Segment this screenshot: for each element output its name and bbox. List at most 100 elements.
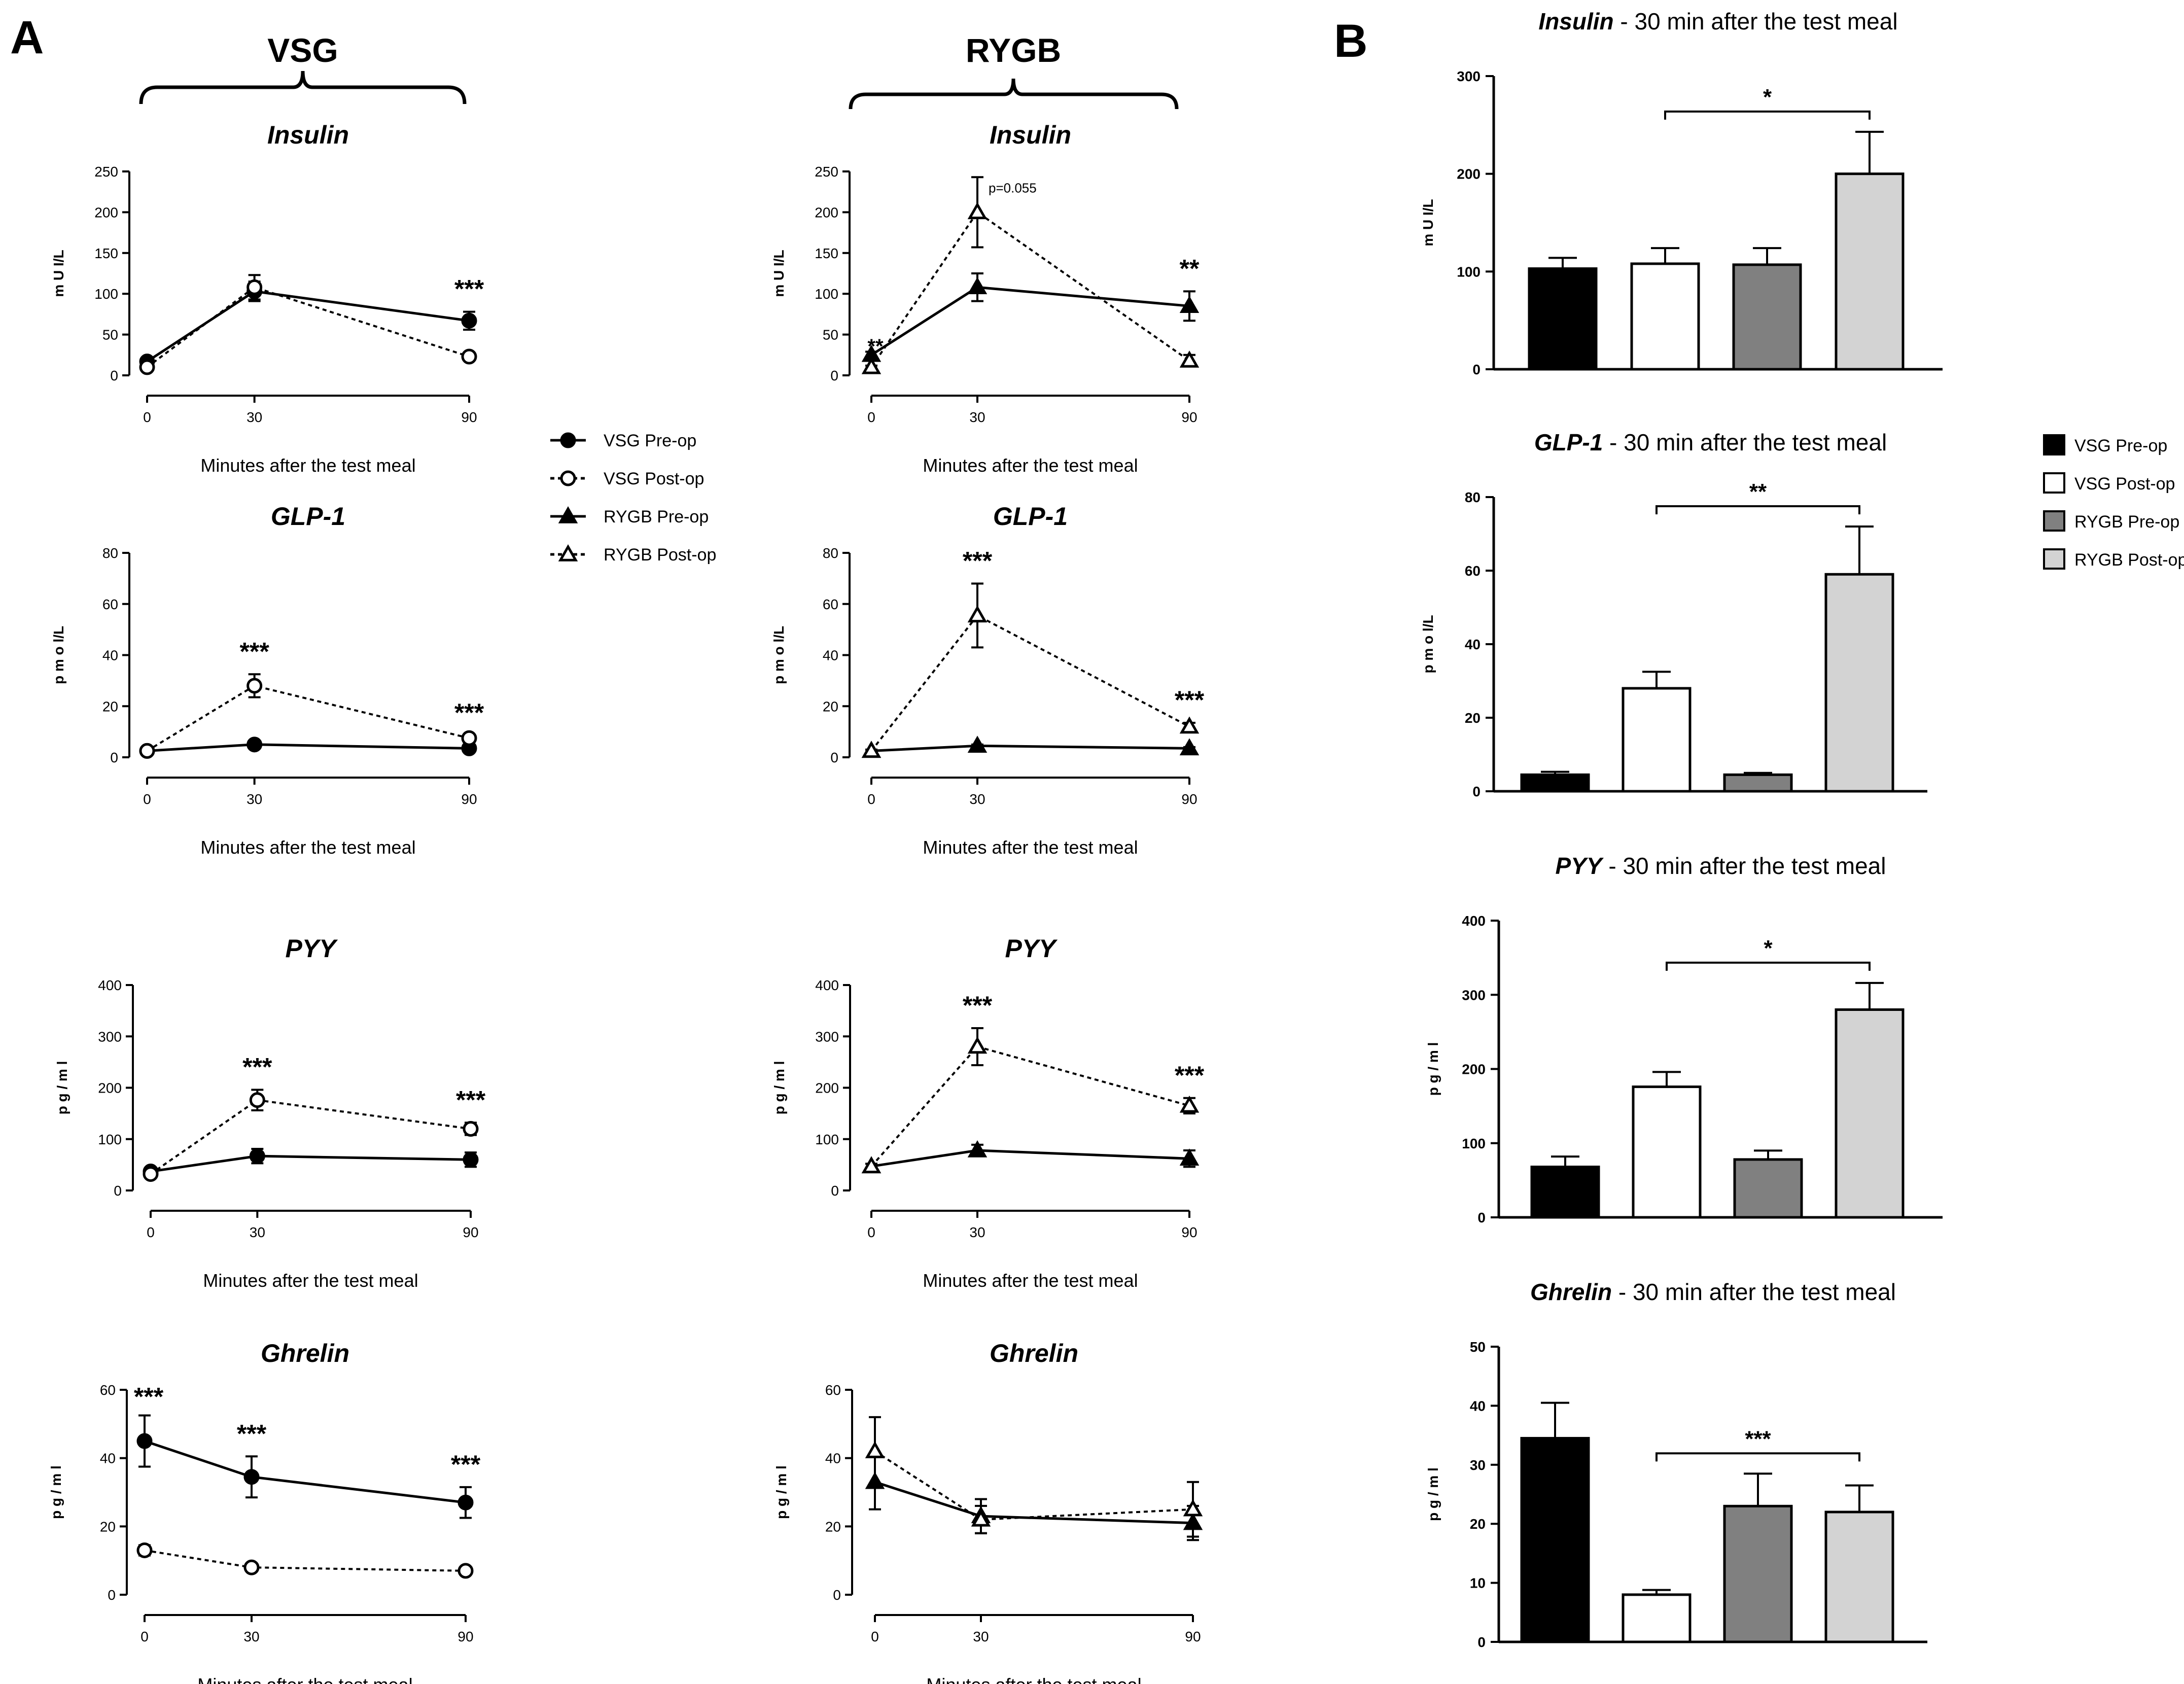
series-vsg-post-op: [143, 1089, 479, 1182]
significance-label: *: [1763, 85, 1772, 110]
series-rygb-pre-op: [861, 272, 1200, 362]
bar-rygb-pre-op: [1723, 1504, 1793, 1643]
chart-vsg-glp1: GLP-1 0 20 40 60 80 p m o l/L 0 30 90 Minutes afte…: [51, 502, 484, 858]
legend-label: VSG Pre-op: [2074, 436, 2167, 455]
x-tick-label: 0: [867, 791, 875, 807]
x-tick-label: 30: [243, 1629, 259, 1644]
legend-label: RYGB Post-op: [2074, 550, 2184, 570]
chart-vsg-insulin: Insulin 0 50 100 150 200 250 m U I/L 0 30 90 Minute…: [51, 121, 484, 476]
chart-title: Insulin: [990, 121, 1071, 149]
legend-marker: [558, 506, 578, 523]
series-vsg-pre-op: [136, 1414, 474, 1519]
y-tick-label: 40: [1465, 637, 1481, 652]
x-tick-label: 0: [867, 409, 875, 425]
legend-bar-charts: VSG Pre-op VSG Post-op RYGB Pre-op RYGB Pos…: [2043, 434, 2184, 570]
y-axis-label: p m o l/L: [51, 626, 66, 684]
x-tick-label: 0: [871, 1629, 879, 1644]
y-tick-label: 0: [110, 368, 118, 383]
y-axis-label: p m o l/L: [771, 626, 787, 684]
legend-item-rygb-post-op: RYGB Post-op: [2043, 548, 2184, 570]
data-point: [246, 736, 263, 753]
y-tick-label: 300: [1462, 987, 1486, 1003]
y-tick-label: 20: [1470, 1516, 1486, 1532]
y-tick-label: 400: [815, 977, 839, 993]
legend-swatch: [2043, 434, 2065, 455]
chart-vsg-ghrelin: Ghrelin 0 20 40 60 p g / m l 0 30 90 Minutes afte…: [48, 1339, 481, 1684]
x-tick-label: 90: [1181, 409, 1197, 425]
significance-label: ***: [242, 1053, 272, 1081]
series-line: [144, 1440, 466, 1504]
data-point: [861, 741, 882, 758]
significance-label: ***: [134, 1383, 164, 1411]
legend-marker: [560, 470, 576, 486]
y-tick-label: 40: [100, 1451, 116, 1466]
data-point: [1179, 1148, 1200, 1166]
y-tick-label: 20: [100, 1519, 116, 1534]
x-tick-label: 90: [457, 1629, 473, 1644]
series-rygb-post-op: [861, 1027, 1200, 1174]
y-tick-label: 40: [1470, 1398, 1486, 1414]
y-tick-label: 200: [1457, 166, 1481, 182]
data-point: [461, 312, 477, 329]
y-tick-label: 50: [1470, 1339, 1486, 1355]
data-point: [861, 1156, 882, 1174]
y-tick-label: 100: [1457, 264, 1481, 279]
series-line: [870, 614, 1190, 752]
x-axis-label: Minutes after the test meal: [200, 455, 415, 476]
data-point: [967, 1036, 988, 1054]
y-tick-label: 300: [1457, 68, 1481, 84]
series-vsg-post-op: [139, 274, 477, 375]
y-tick-label: 300: [815, 1029, 839, 1044]
bar-vsg-post-op: [1632, 1085, 1702, 1219]
y-tick-label: 0: [110, 750, 118, 765]
series-line: [150, 1154, 471, 1173]
y-tick-label: 20: [1465, 710, 1481, 726]
series-line: [874, 1450, 1193, 1521]
series-line: [146, 290, 470, 363]
significance-label: ***: [456, 1085, 486, 1114]
series-rygb-pre-op: [865, 1453, 1203, 1541]
y-tick-label: 80: [102, 545, 118, 561]
chart-title: Ghrelin: [261, 1339, 349, 1367]
group-brace-vsg: [139, 71, 467, 104]
bar-vsg-post-op: [1622, 1593, 1692, 1643]
data-point: [1179, 1095, 1200, 1113]
significance-label: ***: [1745, 1426, 1771, 1451]
significance-bracket: [1655, 1452, 1860, 1462]
bar-vsg-pre-op: [1528, 267, 1598, 371]
group-label-rygb: RYGB: [966, 31, 1061, 69]
y-axis-label: p g / m l: [1425, 1467, 1441, 1521]
significance-label: ***: [454, 275, 484, 303]
data-point: [1179, 716, 1200, 734]
x-axis-label: Minutes after the test meal: [197, 1674, 412, 1684]
bar-rygb-pre-op: [1723, 773, 1793, 793]
y-tick-label: 100: [815, 1132, 839, 1147]
y-tick-label: 100: [1462, 1136, 1486, 1151]
chart-title: GLP-1: [993, 502, 1068, 531]
data-point: [1179, 296, 1200, 313]
y-tick-label: 60: [823, 597, 838, 612]
y-tick-label: 250: [815, 164, 838, 180]
legend-label: RYGB Pre-op: [604, 507, 709, 527]
legend-marker: [558, 544, 578, 562]
series-vsg-pre-op: [139, 736, 477, 759]
y-tick-label: 150: [815, 245, 838, 261]
y-axis-label: p g / m l: [48, 1465, 64, 1519]
data-point: [243, 1559, 260, 1575]
series-vsg-pre-op: [143, 1147, 479, 1180]
y-tick-label: 400: [98, 977, 122, 993]
chart-bar-ghrelin: Ghrelin - 30 min after the test meal 0 10 2…: [1425, 1279, 1927, 1650]
chart-title: Insulin - 30 min after the test meal: [1538, 8, 1897, 34]
data-point: [249, 1092, 265, 1108]
y-tick-label: 80: [1465, 489, 1481, 505]
data-point: [139, 359, 155, 375]
x-tick-label: 0: [140, 1629, 149, 1644]
chart-title: Insulin: [267, 121, 349, 149]
y-tick-label: 60: [102, 597, 118, 612]
chart-title: Ghrelin - 30 min after the test meal: [1530, 1279, 1896, 1305]
y-tick-label: 200: [94, 204, 118, 220]
legend-marker: [560, 432, 576, 448]
x-axis-label: Minutes after the test meal: [200, 837, 415, 858]
x-axis-label: Minutes after the test meal: [203, 1270, 418, 1291]
